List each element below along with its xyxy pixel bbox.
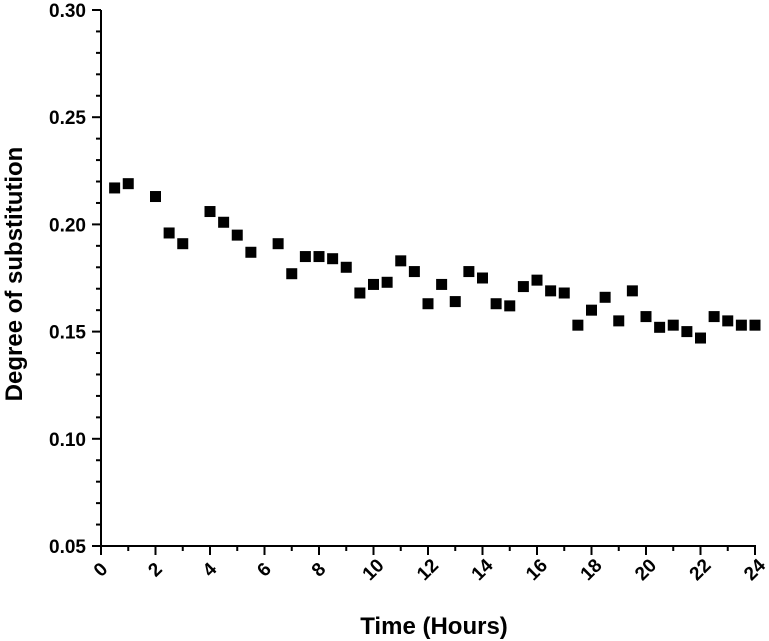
data-point [667, 319, 679, 331]
y-axis-title: Degree of substitution [1, 147, 28, 402]
y-tick-label: 0.05 [49, 537, 86, 558]
x-axis-ticks: 0 2 4 6 8 10 12 14 16 18 20 22 24 [90, 546, 769, 585]
y-axis-ticks: 0.05 0.10 0.15 0.20 0.25 0.30 [49, 1, 101, 558]
data-point [640, 311, 652, 323]
data-point [177, 238, 189, 250]
data-point [477, 272, 488, 284]
x-tick-label: 4 [199, 559, 222, 582]
data-point [586, 304, 597, 316]
data-point [545, 285, 557, 297]
y-tick-label: 0.30 [49, 1, 86, 22]
data-point [517, 281, 529, 293]
data-point [381, 276, 393, 288]
data-point [531, 274, 543, 286]
x-axis-title: Time (Hours) [360, 613, 508, 640]
data-point [231, 229, 243, 241]
data-point [735, 319, 747, 331]
data-point [313, 251, 325, 263]
x-tick-label: 12 [413, 555, 443, 585]
data-point [599, 291, 611, 303]
x-tick-label: 0 [90, 559, 112, 581]
y-tick-label: 0.20 [49, 215, 86, 236]
data-point [368, 278, 379, 290]
data-point [395, 255, 407, 267]
data-point [708, 311, 720, 323]
data-point [654, 321, 666, 333]
x-tick-label: 14 [468, 555, 498, 585]
x-tick-label: 22 [686, 555, 716, 585]
data-point [626, 285, 638, 297]
data-point [245, 246, 257, 258]
y-tick-label: 0.15 [49, 323, 86, 344]
data-point [408, 266, 420, 278]
data-point [299, 251, 311, 263]
data-point [272, 238, 284, 250]
x-tick-label: 18 [577, 555, 607, 585]
data-point [150, 191, 161, 203]
x-tick-label: 16 [522, 555, 552, 585]
data-point [122, 178, 134, 190]
plot-area: 0 2 4 6 8 10 12 14 16 18 20 22 24 0.050.100.150.200.… [49, 1, 769, 585]
data-point [109, 182, 121, 194]
data-point [695, 332, 706, 344]
data-point [504, 300, 516, 312]
data-point [572, 319, 584, 331]
x-tick-label: 10 [359, 555, 389, 585]
data-point [681, 326, 693, 338]
data-point [204, 206, 216, 218]
data-point [163, 227, 175, 239]
y-tick-label: 0.25 [49, 108, 86, 129]
data-points [109, 178, 761, 344]
data-point [218, 216, 230, 228]
data-point [449, 296, 461, 308]
data-point [354, 287, 366, 299]
data-point [286, 268, 298, 280]
data-point [613, 315, 625, 327]
data-point [340, 261, 352, 273]
x-tick-label: 6 [253, 559, 275, 581]
x-tick-label: 2 [144, 559, 166, 581]
data-point [327, 253, 339, 265]
data-point [436, 278, 448, 290]
data-point [490, 298, 502, 310]
data-point [463, 266, 475, 278]
data-point [749, 319, 761, 331]
data-point [558, 287, 570, 299]
x-tick-label: 24 [740, 555, 769, 585]
data-point [422, 298, 434, 310]
x-tick-label: 8 [308, 559, 330, 581]
y-tick-label: 0.10 [49, 430, 86, 451]
data-point [722, 315, 734, 327]
x-tick-label: 20 [631, 555, 661, 585]
